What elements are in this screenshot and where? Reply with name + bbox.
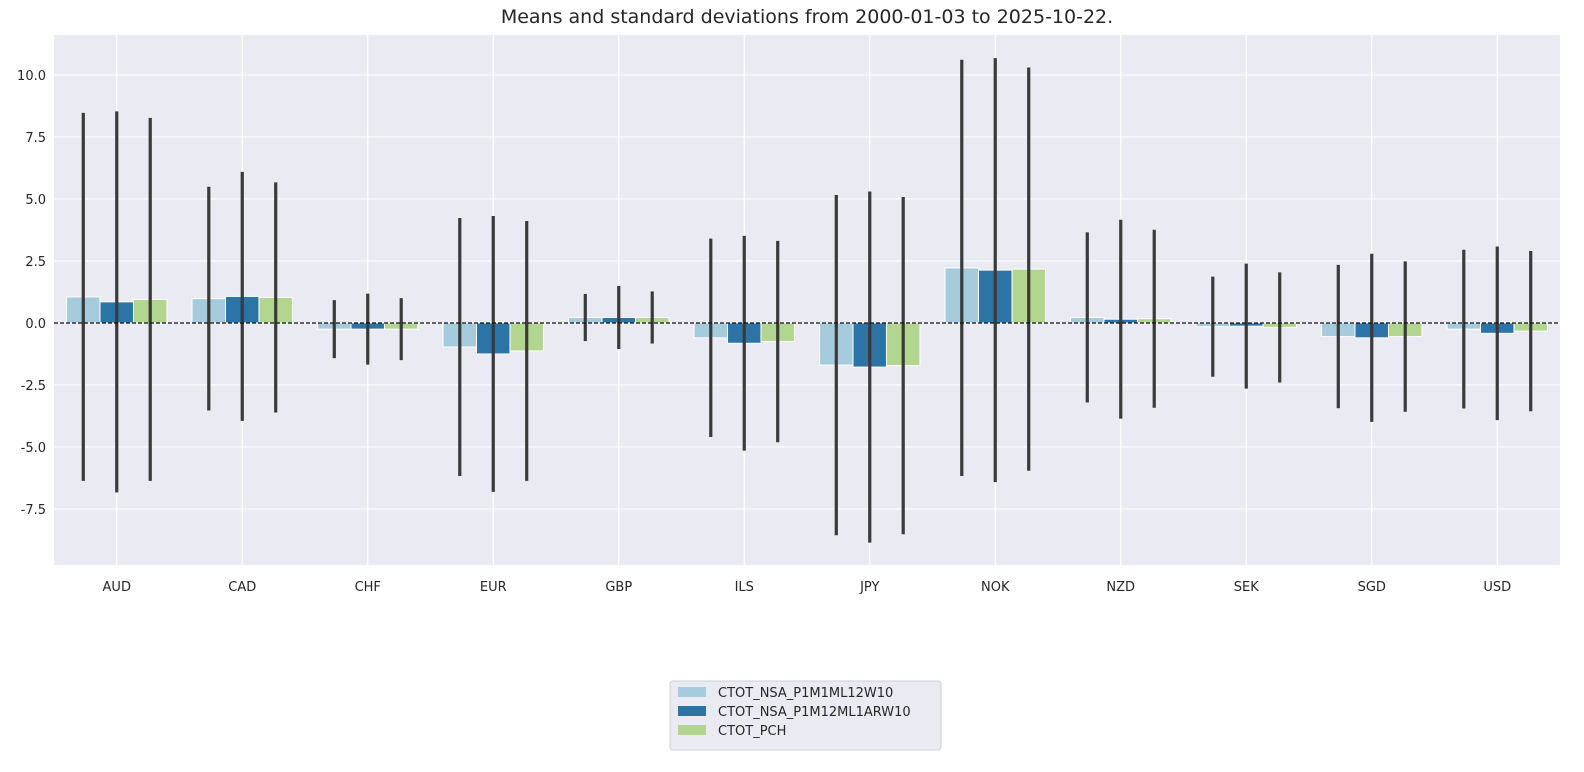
x-tick-label: NZD bbox=[1106, 580, 1135, 595]
legend-label: CTOT_NSA_P1M12ML1ARW10 bbox=[718, 705, 911, 720]
legend-label: CTOT_NSA_P1M1ML12W10 bbox=[718, 686, 893, 701]
y-tick-label: -2.5 bbox=[21, 379, 46, 394]
y-tick-label: -7.5 bbox=[21, 503, 46, 518]
legend-swatch bbox=[678, 687, 706, 697]
y-tick-label: 5.0 bbox=[25, 193, 46, 208]
y-tick-label: -5.0 bbox=[21, 441, 46, 456]
y-tick-label: 10.0 bbox=[17, 69, 46, 84]
x-tick-label: JPY bbox=[859, 580, 879, 595]
x-tick-label: NOK bbox=[981, 580, 1010, 595]
x-tick-label: CAD bbox=[228, 580, 256, 595]
x-tick-label: CHF bbox=[355, 580, 381, 595]
tick-labels: -7.5 -5.0 -2.5 0.0 2.5 5.0 7.5 10.0 AUD CAD CHF EUR… bbox=[17, 69, 1511, 595]
legend-box bbox=[669, 680, 942, 751]
x-tick-label: AUD bbox=[103, 580, 131, 595]
x-tick-label: USD bbox=[1483, 580, 1511, 595]
x-tick-label: SGD bbox=[1358, 580, 1386, 595]
x-tick-label: EUR bbox=[480, 580, 507, 595]
x-tick-label: ILS bbox=[735, 580, 754, 595]
plot-area bbox=[54, 35, 1560, 565]
x-tick-label: SEK bbox=[1234, 580, 1259, 595]
y-tick-label: 2.5 bbox=[25, 255, 46, 270]
legend: CTOT_NSA_P1M1ML12W10 CTOT_NSA_P1M12ML1ARW… bbox=[669, 680, 942, 751]
legend-swatch bbox=[678, 725, 706, 735]
y-tick-label: 0.0 bbox=[25, 317, 46, 332]
legend-swatch bbox=[678, 706, 706, 716]
x-tick-label: GBP bbox=[605, 580, 632, 595]
chart-title: Means and standard deviations from 2000-… bbox=[501, 6, 1113, 28]
y-tick-label: 7.5 bbox=[25, 131, 46, 146]
legend-label: CTOT_PCH bbox=[718, 724, 786, 739]
error-bars bbox=[81, 58, 1533, 543]
